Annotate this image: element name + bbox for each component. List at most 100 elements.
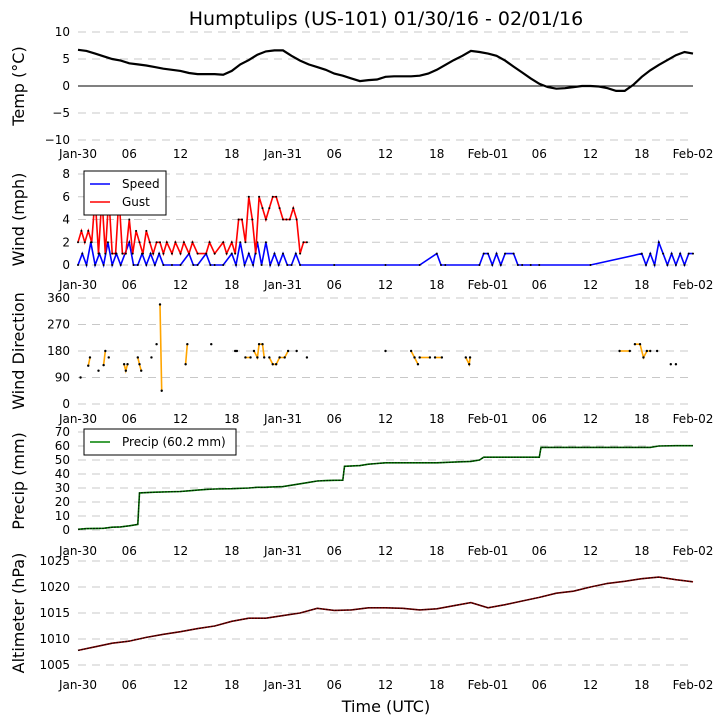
data-point — [487, 252, 489, 255]
data-point — [148, 241, 151, 244]
legend-label: Speed — [122, 177, 160, 191]
y-tick-label: 4 — [62, 213, 70, 227]
data-point — [669, 363, 672, 366]
x-tick-label: 06 — [327, 147, 342, 161]
x-tick-label: 12 — [378, 147, 393, 161]
legend-box — [83, 170, 167, 216]
data-point — [131, 252, 134, 255]
data-point — [256, 356, 259, 359]
data-point — [140, 369, 143, 372]
data-point — [104, 349, 107, 353]
data-point — [155, 343, 158, 346]
data-point — [87, 229, 90, 232]
x-tick-label: Feb-02 — [673, 544, 714, 558]
x-tick-label: 12 — [378, 678, 393, 692]
data-point — [149, 252, 152, 255]
x-tick-label: 18 — [429, 278, 444, 292]
x-tick-label: Jan-30 — [58, 412, 97, 426]
data-point — [97, 369, 100, 372]
data-point — [409, 349, 413, 353]
y-tick-label: 0 — [62, 258, 70, 272]
data-point — [642, 356, 645, 359]
data-point — [277, 264, 280, 266]
y-tick-label: 6 — [62, 190, 70, 204]
data-point — [230, 252, 233, 255]
x-tick-label: Feb-02 — [673, 278, 714, 292]
data-point — [132, 264, 135, 266]
data-point — [128, 218, 131, 221]
data-point — [299, 252, 302, 255]
data-point — [208, 241, 211, 244]
x-tick-label: 18 — [429, 544, 444, 558]
series-line-direction — [253, 343, 265, 361]
data-point — [88, 356, 92, 359]
data-point — [495, 252, 498, 255]
data-point — [268, 356, 271, 359]
y-tick-label: −5 — [52, 106, 70, 120]
data-point — [295, 349, 298, 353]
data-point — [247, 195, 250, 198]
data-point — [302, 241, 305, 244]
x-tick-label: 12 — [583, 147, 598, 161]
x-tick-label: 06 — [327, 412, 342, 426]
data-point — [687, 252, 690, 255]
data-point — [264, 218, 267, 221]
data-point — [283, 356, 286, 359]
y-tick-label: 70 — [55, 425, 70, 439]
data-point — [83, 241, 86, 244]
series-markers — [77, 576, 694, 651]
x-tick-label: Jan-31 — [263, 147, 302, 161]
data-point — [261, 343, 264, 346]
data-point — [258, 195, 261, 198]
data-point — [305, 241, 308, 244]
x-tick-label: 06 — [532, 544, 547, 558]
data-point — [111, 264, 114, 266]
data-point — [209, 264, 212, 266]
data-point — [263, 356, 266, 359]
data-point — [152, 252, 155, 255]
data-point — [136, 356, 139, 359]
x-tick-label: Jan-30 — [58, 278, 97, 292]
data-point — [252, 349, 256, 353]
x-tick-label: Feb-02 — [673, 678, 714, 692]
x-tick-label: 18 — [634, 278, 649, 292]
x-tick-label: 06 — [122, 544, 137, 558]
data-point — [440, 264, 443, 266]
data-point — [433, 356, 437, 359]
y-tick-label: 1015 — [39, 606, 70, 620]
y-tick-label: 60 — [55, 439, 70, 453]
x-tick-label: 06 — [122, 147, 137, 161]
data-point — [468, 356, 472, 359]
data-point — [184, 363, 187, 366]
data-point — [491, 264, 494, 266]
y-axis-label: Altimeter (hPa) — [9, 553, 28, 674]
data-point — [191, 241, 194, 244]
data-point — [170, 252, 173, 255]
data-point — [282, 218, 284, 221]
x-tick-label: 18 — [224, 412, 239, 426]
y-tick-label: 1005 — [39, 658, 70, 672]
x-tick-label: 06 — [122, 678, 137, 692]
x-tick-label: 12 — [173, 147, 188, 161]
y-tick-label: 10 — [55, 25, 70, 39]
data-point — [278, 207, 281, 210]
data-point — [225, 252, 228, 255]
data-point — [254, 252, 257, 255]
x-tick-label: Feb-01 — [468, 412, 509, 426]
series-line-direction — [102, 350, 107, 366]
y-tick-label: 0 — [62, 397, 70, 411]
data-point — [683, 264, 686, 266]
x-tick-label: 18 — [634, 147, 649, 161]
x-tick-label: Feb-01 — [468, 278, 509, 292]
data-point — [285, 218, 288, 221]
x-tick-label: 18 — [634, 412, 649, 426]
data-point — [418, 356, 421, 359]
data-point — [413, 356, 416, 359]
y-tick-label: 10 — [55, 509, 70, 523]
chart-title: Humptulips (US-101) 01/30/16 - 02/01/16 — [189, 8, 584, 30]
x-tick-label: 06 — [532, 147, 547, 161]
x-tick-label: 06 — [122, 412, 137, 426]
data-point — [273, 252, 276, 255]
